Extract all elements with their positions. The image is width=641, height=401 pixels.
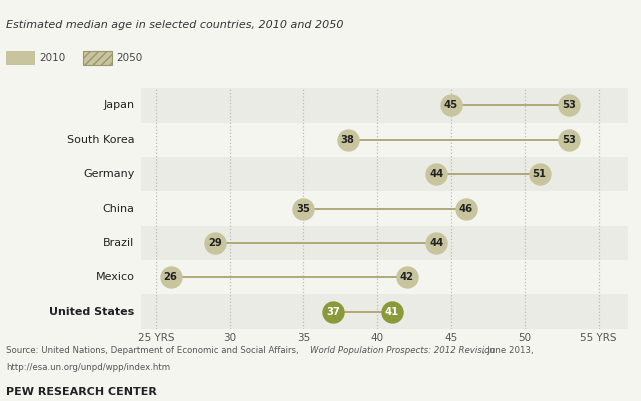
Point (564, 137, 574, 143)
Bar (141, 157, 628, 191)
Text: 46: 46 (459, 204, 473, 213)
Text: Brazil: Brazil (103, 238, 135, 248)
Bar (141, 294, 628, 329)
Point (328, 308, 338, 315)
Text: 44: 44 (429, 169, 444, 179)
Text: World Population Prospects: 2012 Revision: World Population Prospects: 2012 Revisio… (310, 346, 494, 355)
Point (446, 102, 456, 109)
Text: China: China (103, 204, 135, 213)
Text: United States: United States (49, 307, 135, 317)
Text: 35: 35 (297, 204, 310, 213)
Point (564, 102, 574, 109)
Point (210, 240, 220, 246)
Point (387, 308, 397, 315)
Bar (141, 191, 628, 226)
Text: , June 2013,: , June 2013, (482, 346, 534, 355)
Text: PEW RESEARCH CENTER: PEW RESEARCH CENTER (6, 387, 157, 397)
Text: 26: 26 (163, 272, 178, 282)
Text: 44: 44 (429, 238, 444, 248)
Text: Source: United Nations, Department of Economic and Social Affairs,: Source: United Nations, Department of Ec… (6, 346, 302, 355)
Text: 41: 41 (385, 307, 399, 317)
Text: Germany: Germany (83, 169, 135, 179)
Text: 42: 42 (400, 272, 413, 282)
Text: 37: 37 (326, 307, 340, 317)
Bar (141, 260, 628, 294)
Point (535, 171, 545, 177)
Point (461, 205, 471, 212)
Bar (141, 226, 628, 260)
Text: 2010: 2010 (40, 53, 66, 63)
Point (298, 205, 308, 212)
Point (165, 274, 176, 280)
Bar (141, 123, 628, 157)
Point (431, 171, 442, 177)
Text: 38: 38 (341, 135, 354, 145)
Text: Mexico: Mexico (96, 272, 135, 282)
Text: 45: 45 (444, 100, 458, 110)
Text: 53: 53 (562, 100, 576, 110)
Point (431, 240, 442, 246)
Text: Estimated median age in selected countries, 2010 and 2050: Estimated median age in selected countri… (6, 20, 344, 30)
Text: 2050: 2050 (117, 53, 143, 63)
Text: 53: 53 (562, 135, 576, 145)
Text: South Korea: South Korea (67, 135, 135, 145)
Bar (141, 88, 628, 123)
Text: 51: 51 (533, 169, 547, 179)
Text: http://esa.un.org/unpd/wpp/index.htm: http://esa.un.org/unpd/wpp/index.htm (6, 363, 171, 372)
Point (402, 274, 412, 280)
Point (342, 137, 353, 143)
Text: Japan: Japan (103, 100, 135, 110)
Text: 29: 29 (208, 238, 222, 248)
